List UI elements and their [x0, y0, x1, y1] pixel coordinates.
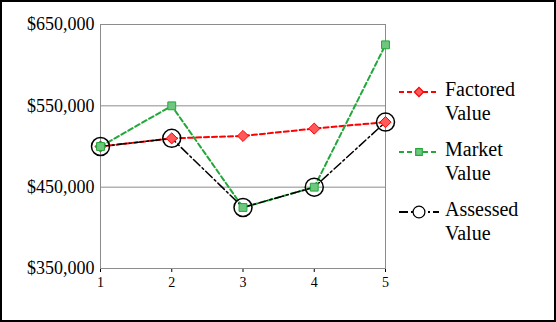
html-text:Factored Value: Factored Value — [445, 78, 515, 124]
svg-text:3: 3 — [240, 275, 247, 290]
svg-text:$450,000: $450,000 — [27, 177, 95, 197]
svg-text:$350,000: $350,000 — [27, 258, 95, 278]
svg-text:1: 1 — [97, 275, 104, 290]
svg-text:5: 5 — [382, 275, 389, 290]
html-text:Market Value: Market Value — [445, 138, 503, 184]
svg-text:4: 4 — [311, 275, 318, 290]
svg-text:$650,000: $650,000 — [27, 14, 95, 34]
svg-text:2: 2 — [168, 275, 175, 290]
svg-text:$550,000: $550,000 — [27, 96, 95, 116]
html-text:Assessed Value: Assessed Value — [445, 198, 519, 244]
